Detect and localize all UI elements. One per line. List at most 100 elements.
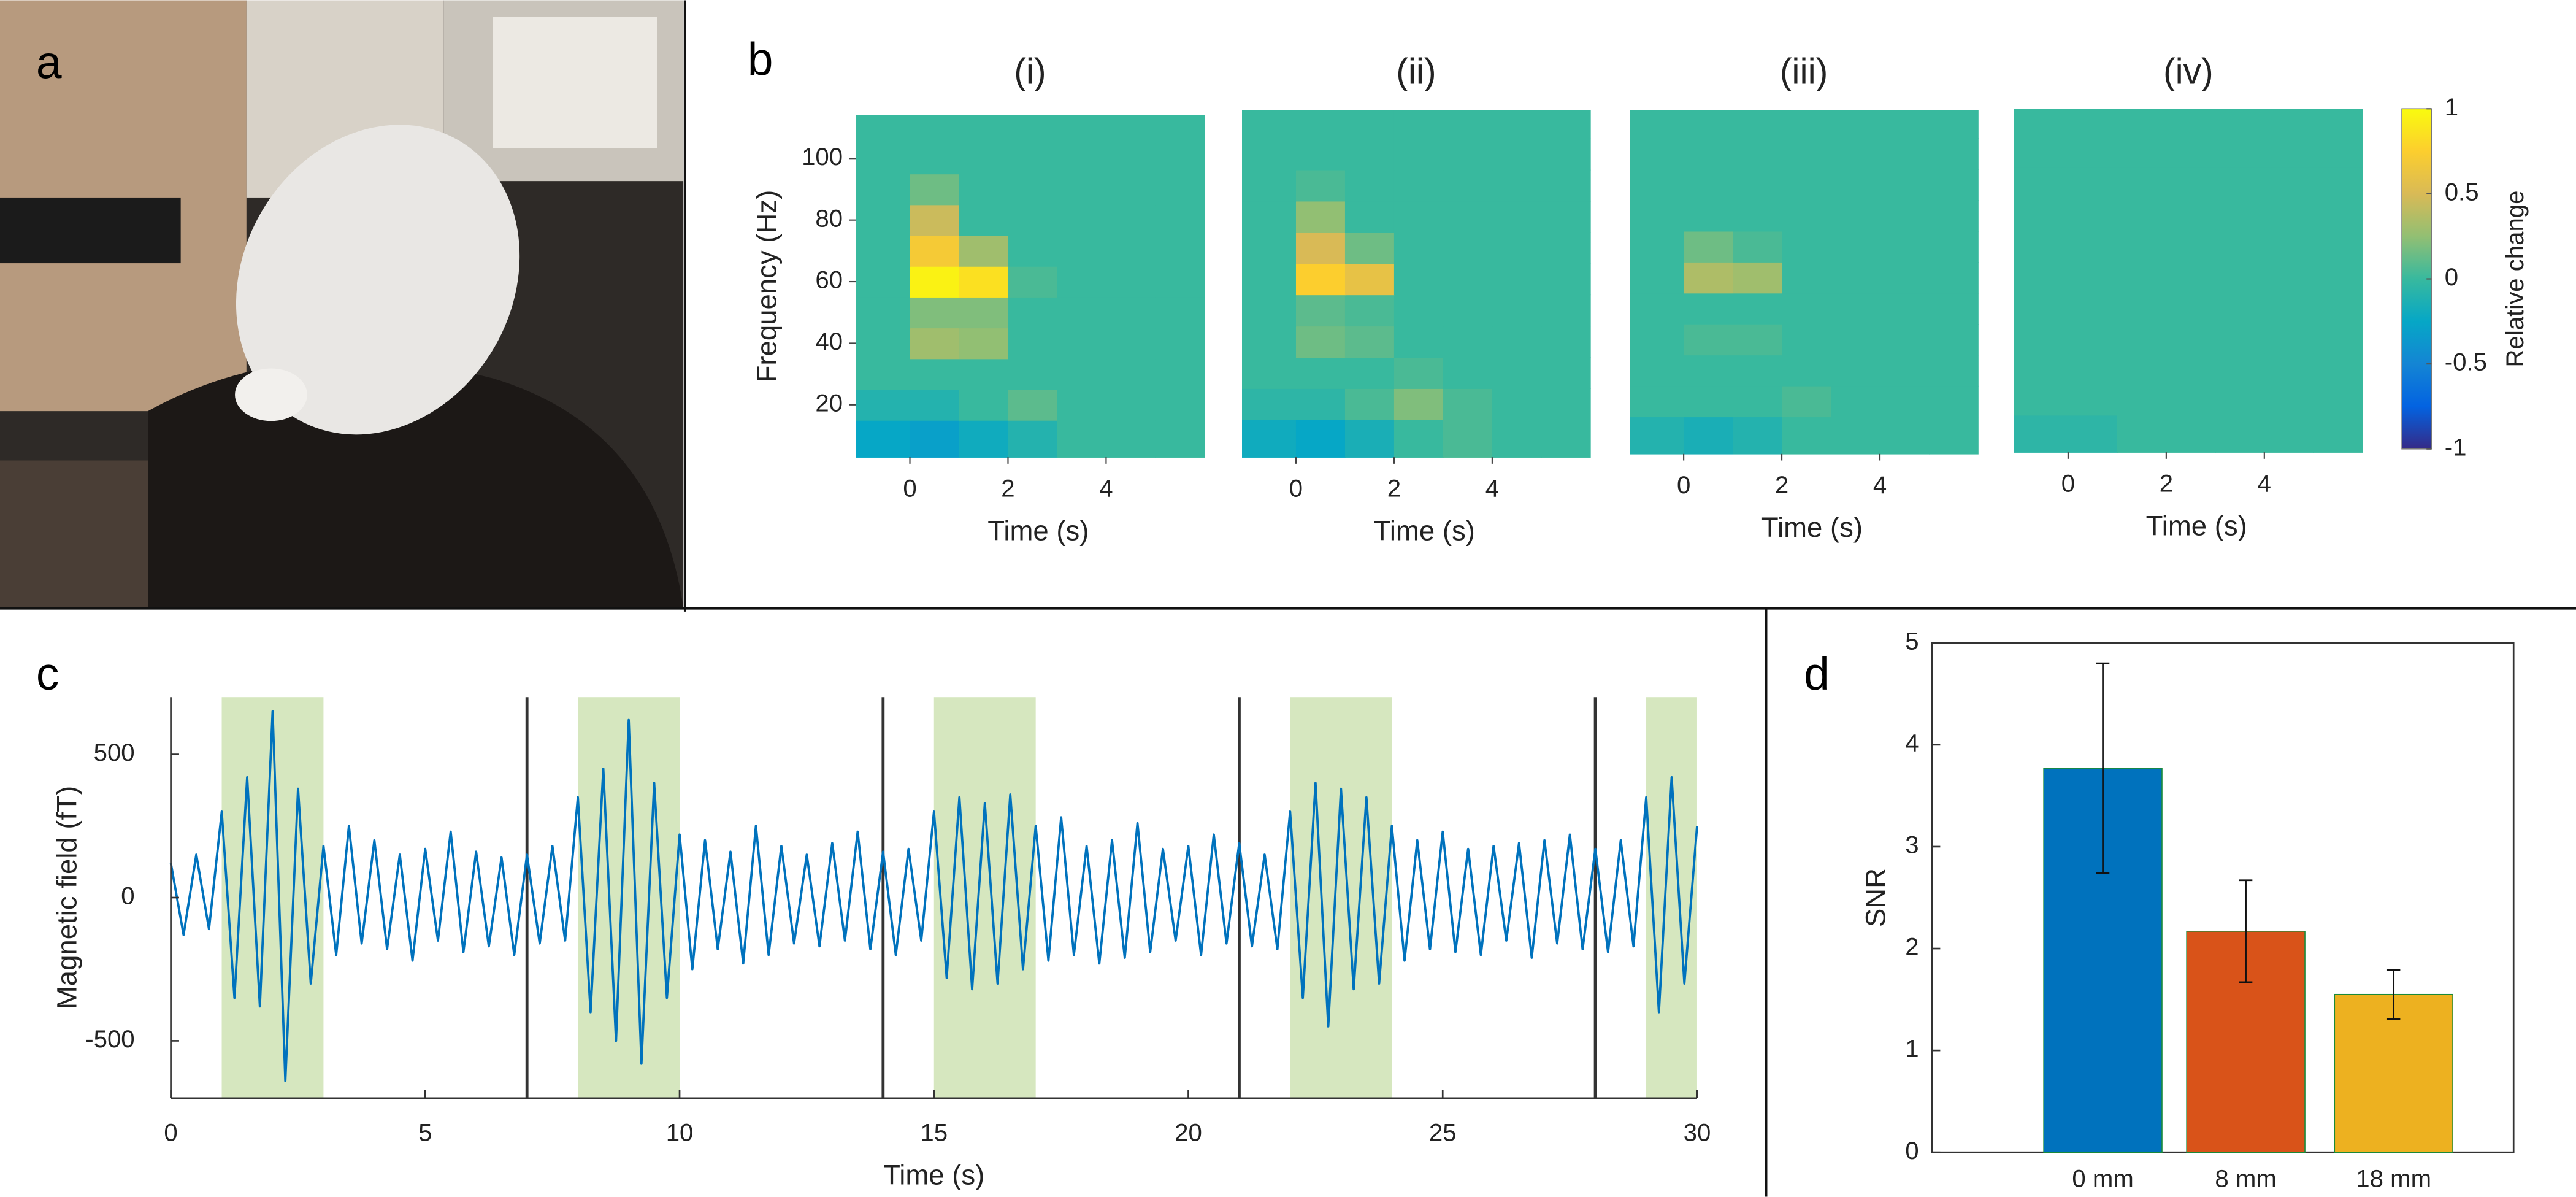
heatmap-cell	[1008, 420, 1058, 458]
heatmap-cell	[1782, 262, 1831, 294]
heatmap-cell	[1630, 417, 1684, 455]
heatmap-cell	[1443, 201, 1493, 233]
heatmap-cell	[1541, 201, 1591, 233]
heatmap-cell	[2117, 229, 2167, 261]
heatmap-cell	[2014, 291, 2069, 323]
heatmap-cell	[2264, 322, 2314, 354]
x-tick-label: 0	[164, 1118, 177, 1146]
heatmap-cell	[1443, 110, 1493, 139]
heatmap-cell	[1684, 110, 1733, 139]
heatmap-cell	[1684, 169, 1733, 201]
heatmap-cell	[1630, 110, 1684, 139]
x-axis-label: Time (s)	[987, 515, 1089, 546]
heatmap-cell	[1242, 169, 1297, 202]
heatmap-cell	[1929, 323, 1979, 356]
photo-chair	[0, 460, 148, 609]
heatmap-cell	[2068, 322, 2118, 354]
heatmap-cell	[2264, 229, 2314, 261]
heatmap-cell	[1393, 294, 1444, 327]
heatmap-cell	[1242, 201, 1297, 233]
heatmap-cell	[1242, 420, 1297, 458]
heatmap-cell	[1492, 263, 1542, 296]
heatmap-cell	[1492, 388, 1542, 420]
heatmap-cell	[2313, 198, 2363, 230]
heatmap-cell	[1295, 263, 1346, 296]
heatmap-cell	[1443, 357, 1493, 389]
heatmap-cell	[1057, 115, 1107, 144]
heatmap-cell	[1733, 110, 1782, 139]
heatmap-cell	[2313, 384, 2363, 416]
heatmap-cell	[1155, 328, 1205, 360]
heatmap-cell	[1008, 358, 1058, 390]
heatmap-cell	[1295, 201, 1346, 233]
heatmap-cell	[1106, 174, 1156, 206]
x-axis-label: Time (s)	[1761, 512, 1863, 543]
heatmap-cell	[1630, 262, 1684, 294]
heatmap-cell	[1295, 169, 1346, 202]
heatmap-cell	[1929, 293, 1979, 325]
x-tick-label: 4	[1485, 474, 1499, 502]
y-tick-label: 40	[815, 328, 843, 355]
heatmap-cell	[1344, 420, 1395, 458]
heatmap-cell	[1880, 110, 1930, 139]
heatmap-cell	[1393, 326, 1444, 358]
heatmap-cell	[1242, 326, 1297, 358]
heatmap-cell	[1344, 357, 1395, 389]
heatmap-cell	[2117, 260, 2167, 292]
heatmap-cell	[959, 143, 1009, 175]
heatmap-cell	[1443, 169, 1493, 202]
heatmap-cell	[1541, 326, 1591, 358]
heatmap-cell	[2068, 384, 2118, 416]
colorbar-tick-label: -0.5	[2445, 348, 2487, 376]
heatmap-cell	[1630, 323, 1684, 356]
x-tick-label: 4	[2258, 469, 2271, 497]
heatmap-cell	[1541, 263, 1591, 296]
heatmap-cell	[1155, 389, 1205, 421]
y-axis-label: SNR	[1860, 868, 1892, 927]
heatmap-cell	[2166, 260, 2216, 292]
heatmap-cell	[1831, 231, 1880, 263]
heatmap-cell	[1106, 297, 1156, 329]
heatmap-cell	[1733, 293, 1782, 325]
heatmap-cell	[1344, 201, 1395, 233]
y-tick-label: -500	[85, 1025, 134, 1053]
heatmap-cell	[1630, 293, 1684, 325]
x-tick-label: 15	[920, 1118, 948, 1146]
heatmap-cell	[1492, 110, 1542, 139]
y-tick-label: 0	[121, 882, 134, 910]
heatmap-cell	[2014, 198, 2069, 230]
colorbar-label: Relative change	[2501, 191, 2529, 368]
heatmap-cell	[1831, 355, 1880, 387]
heatmap-cell	[1782, 231, 1831, 263]
heatmap-cell	[1106, 389, 1156, 421]
heatmap-cell	[1057, 266, 1107, 298]
heatmap-cell	[1630, 385, 1684, 418]
x-tick-label: 20	[1175, 1118, 1202, 1146]
heatmap-cell	[2166, 136, 2216, 168]
heatmap-cell	[1057, 143, 1107, 175]
panel-label: c	[36, 648, 59, 699]
heatmap-cell	[1057, 235, 1107, 267]
heatmap-cell	[2014, 415, 2069, 453]
heatmap-cell	[2215, 384, 2265, 416]
heatmap-cell	[1295, 326, 1346, 358]
heatmap-cell	[1880, 385, 1930, 418]
y-axis-label: Frequency (Hz)	[751, 190, 783, 383]
heatmap-cell	[1541, 232, 1591, 264]
heatmap-cell	[1782, 385, 1831, 418]
heatmap-cell	[1929, 355, 1979, 387]
heatmap-cell	[1155, 358, 1205, 390]
heatmap-cell	[1541, 420, 1591, 458]
heatmap-cell	[1880, 355, 1930, 387]
heatmap-cell	[1684, 262, 1733, 294]
heatmap-cell	[1242, 263, 1297, 296]
heatmap-cell	[2313, 229, 2363, 261]
heatmap-cell	[1393, 138, 1444, 171]
heatmap-cell	[1008, 174, 1058, 206]
heatmap-cell	[1831, 138, 1880, 170]
heatmap-cell	[2014, 229, 2069, 261]
heatmap-cell	[2068, 136, 2118, 168]
heatmap-cell	[910, 358, 960, 390]
y-tick-label: 100	[802, 143, 843, 171]
colorbar-tick-label: 1	[2445, 93, 2458, 121]
